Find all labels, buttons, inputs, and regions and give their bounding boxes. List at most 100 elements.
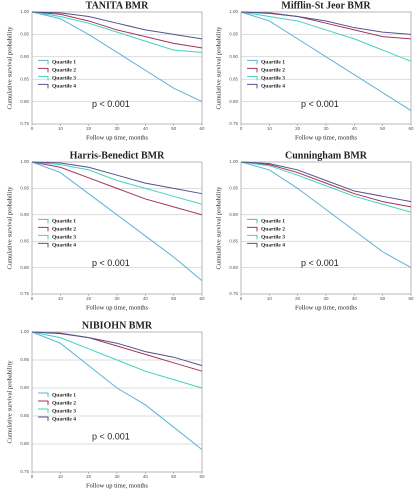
- y-tick-label: 0.80: [20, 99, 29, 104]
- y-tick-label: 0.75: [20, 121, 29, 126]
- legend-swatch: [38, 67, 49, 73]
- y-tick-label: 0.75: [229, 291, 238, 296]
- survival-curve: [31, 161, 203, 216]
- legend-swatch: [38, 218, 49, 224]
- legend-label: Quartile 4: [261, 84, 285, 90]
- panel: Mifflin-St Jeor BMR 0.75 0.80 0.85 0.90 0.95 1…: [215, 0, 414, 141]
- legend-swatch: [38, 400, 49, 405]
- survival-curve: [31, 331, 203, 389]
- x-tick-label: 50: [171, 296, 177, 301]
- legend-label: Quartile 3: [261, 76, 285, 82]
- x-tick-label: 30: [114, 126, 120, 131]
- legend-swatch: [247, 75, 258, 81]
- y-axis-label: Cumulative survival probability: [6, 26, 13, 110]
- legend-label: Quartile 4: [52, 84, 76, 90]
- x-tick-label: 30: [323, 126, 329, 131]
- x-tick-label: 60: [408, 296, 414, 301]
- x-tick-label: 50: [380, 126, 386, 131]
- x-tick-label: 60: [199, 474, 205, 479]
- legend-label: Quartile 4: [261, 243, 285, 249]
- legend-label: Quartile 1: [52, 219, 76, 225]
- y-tick-label: 0.85: [229, 238, 238, 243]
- x-tick-label: 0: [31, 474, 34, 479]
- legend-label: Quartile 3: [261, 235, 285, 241]
- x-tick-label: 40: [352, 296, 358, 301]
- y-tick-label: 0.90: [20, 385, 29, 390]
- x-tick-label: 20: [295, 296, 301, 301]
- x-tick-label: 10: [58, 296, 64, 301]
- y-axis-label: Cumulative survival probability: [6, 360, 13, 444]
- y-axis-label: Cumulative survival probability: [215, 26, 222, 110]
- survival-curve: [31, 161, 203, 195]
- panel: TANITA BMR 0.75 0.80 0.85 0.90 0.95 1.00 0 10 20 3…: [6, 0, 205, 141]
- survival-curve: [31, 11, 203, 53]
- y-tick-label: 0.80: [20, 441, 29, 446]
- survival-curve: [31, 11, 203, 103]
- y-tick-label: 1.00: [229, 9, 238, 14]
- x-axis-label: Follow up time, months: [86, 134, 149, 141]
- x-axis-label: Follow up time, months: [86, 482, 149, 489]
- legend-label: Quartile 2: [52, 400, 76, 406]
- panel: NIBIOHN BMR 0.75 0.80 0.85 0.90 0.95 1.00 0 10 20…: [6, 320, 205, 489]
- x-axis-label: Follow up time, months: [86, 304, 149, 311]
- survival-curve: [240, 161, 412, 269]
- x-tick-label: 60: [408, 126, 414, 131]
- legend-label: Quartile 4: [52, 416, 76, 422]
- panel: Cunningham BMR 0.75 0.80 0.85 0.90 0.95 1.00 0 1…: [215, 150, 414, 311]
- chart-title: Mifflin-St Jeor BMR: [281, 0, 371, 11]
- x-tick-label: 20: [86, 474, 92, 479]
- legend-swatch: [38, 75, 49, 81]
- survival-curve: [31, 11, 203, 49]
- legend-swatch: [38, 392, 49, 397]
- legend-label: Quartile 2: [261, 227, 285, 233]
- legend-label: Quartile 1: [52, 392, 76, 398]
- x-tick-label: 40: [143, 296, 149, 301]
- annotation: p < 0.001: [92, 99, 130, 109]
- y-tick-label: 0.85: [229, 76, 238, 81]
- y-tick-label: 1.00: [229, 159, 238, 164]
- legend-label: Quartile 1: [52, 60, 76, 66]
- x-tick-label: 10: [267, 296, 273, 301]
- y-tick-label: 0.80: [229, 265, 238, 270]
- y-tick-label: 1.00: [20, 159, 29, 164]
- y-tick-label: 1.00: [20, 329, 29, 334]
- x-tick-label: 10: [58, 474, 64, 479]
- x-tick-label: 30: [323, 296, 329, 301]
- legend-label: Quartile 2: [261, 68, 285, 74]
- x-tick-label: 60: [199, 296, 205, 301]
- y-tick-label: 0.85: [20, 238, 29, 243]
- legend-label: Quartile 2: [52, 68, 76, 74]
- legend-swatch: [38, 408, 49, 413]
- x-tick-label: 50: [171, 474, 177, 479]
- legend-swatch: [38, 242, 49, 248]
- y-tick-label: 0.90: [20, 212, 29, 217]
- y-tick-label: 0.85: [20, 76, 29, 81]
- legend-swatch: [247, 67, 258, 73]
- annotation: p < 0.001: [92, 258, 130, 268]
- legend-swatch: [38, 226, 49, 232]
- chart-title: NIBIOHN BMR: [82, 320, 153, 331]
- x-axis-label: Follow up time, months: [295, 304, 358, 311]
- survival-curve: [240, 11, 412, 62]
- legend-swatch: [38, 234, 49, 240]
- y-tick-label: 0.90: [229, 212, 238, 217]
- legend-label: Quartile 3: [52, 235, 76, 241]
- chart-title: Cunningham BMR: [285, 150, 368, 161]
- legend-label: Quartile 3: [52, 408, 76, 414]
- legend-swatch: [247, 234, 258, 240]
- survival-curve: [240, 161, 412, 203]
- survival-curve: [240, 161, 412, 208]
- y-tick-label: 0.80: [229, 99, 238, 104]
- survival-curve: [240, 161, 412, 213]
- x-tick-label: 40: [352, 126, 358, 131]
- legend-label: Quartile 2: [52, 227, 76, 233]
- legend-swatch: [247, 83, 258, 89]
- x-tick-label: 50: [171, 126, 177, 131]
- survival-curve: [240, 11, 412, 35]
- y-tick-label: 0.80: [20, 265, 29, 270]
- x-tick-label: 0: [240, 126, 243, 131]
- survival-curve: [31, 11, 203, 40]
- legend-swatch: [247, 226, 258, 232]
- x-tick-label: 0: [240, 296, 243, 301]
- legend-label: Quartile 1: [261, 219, 285, 225]
